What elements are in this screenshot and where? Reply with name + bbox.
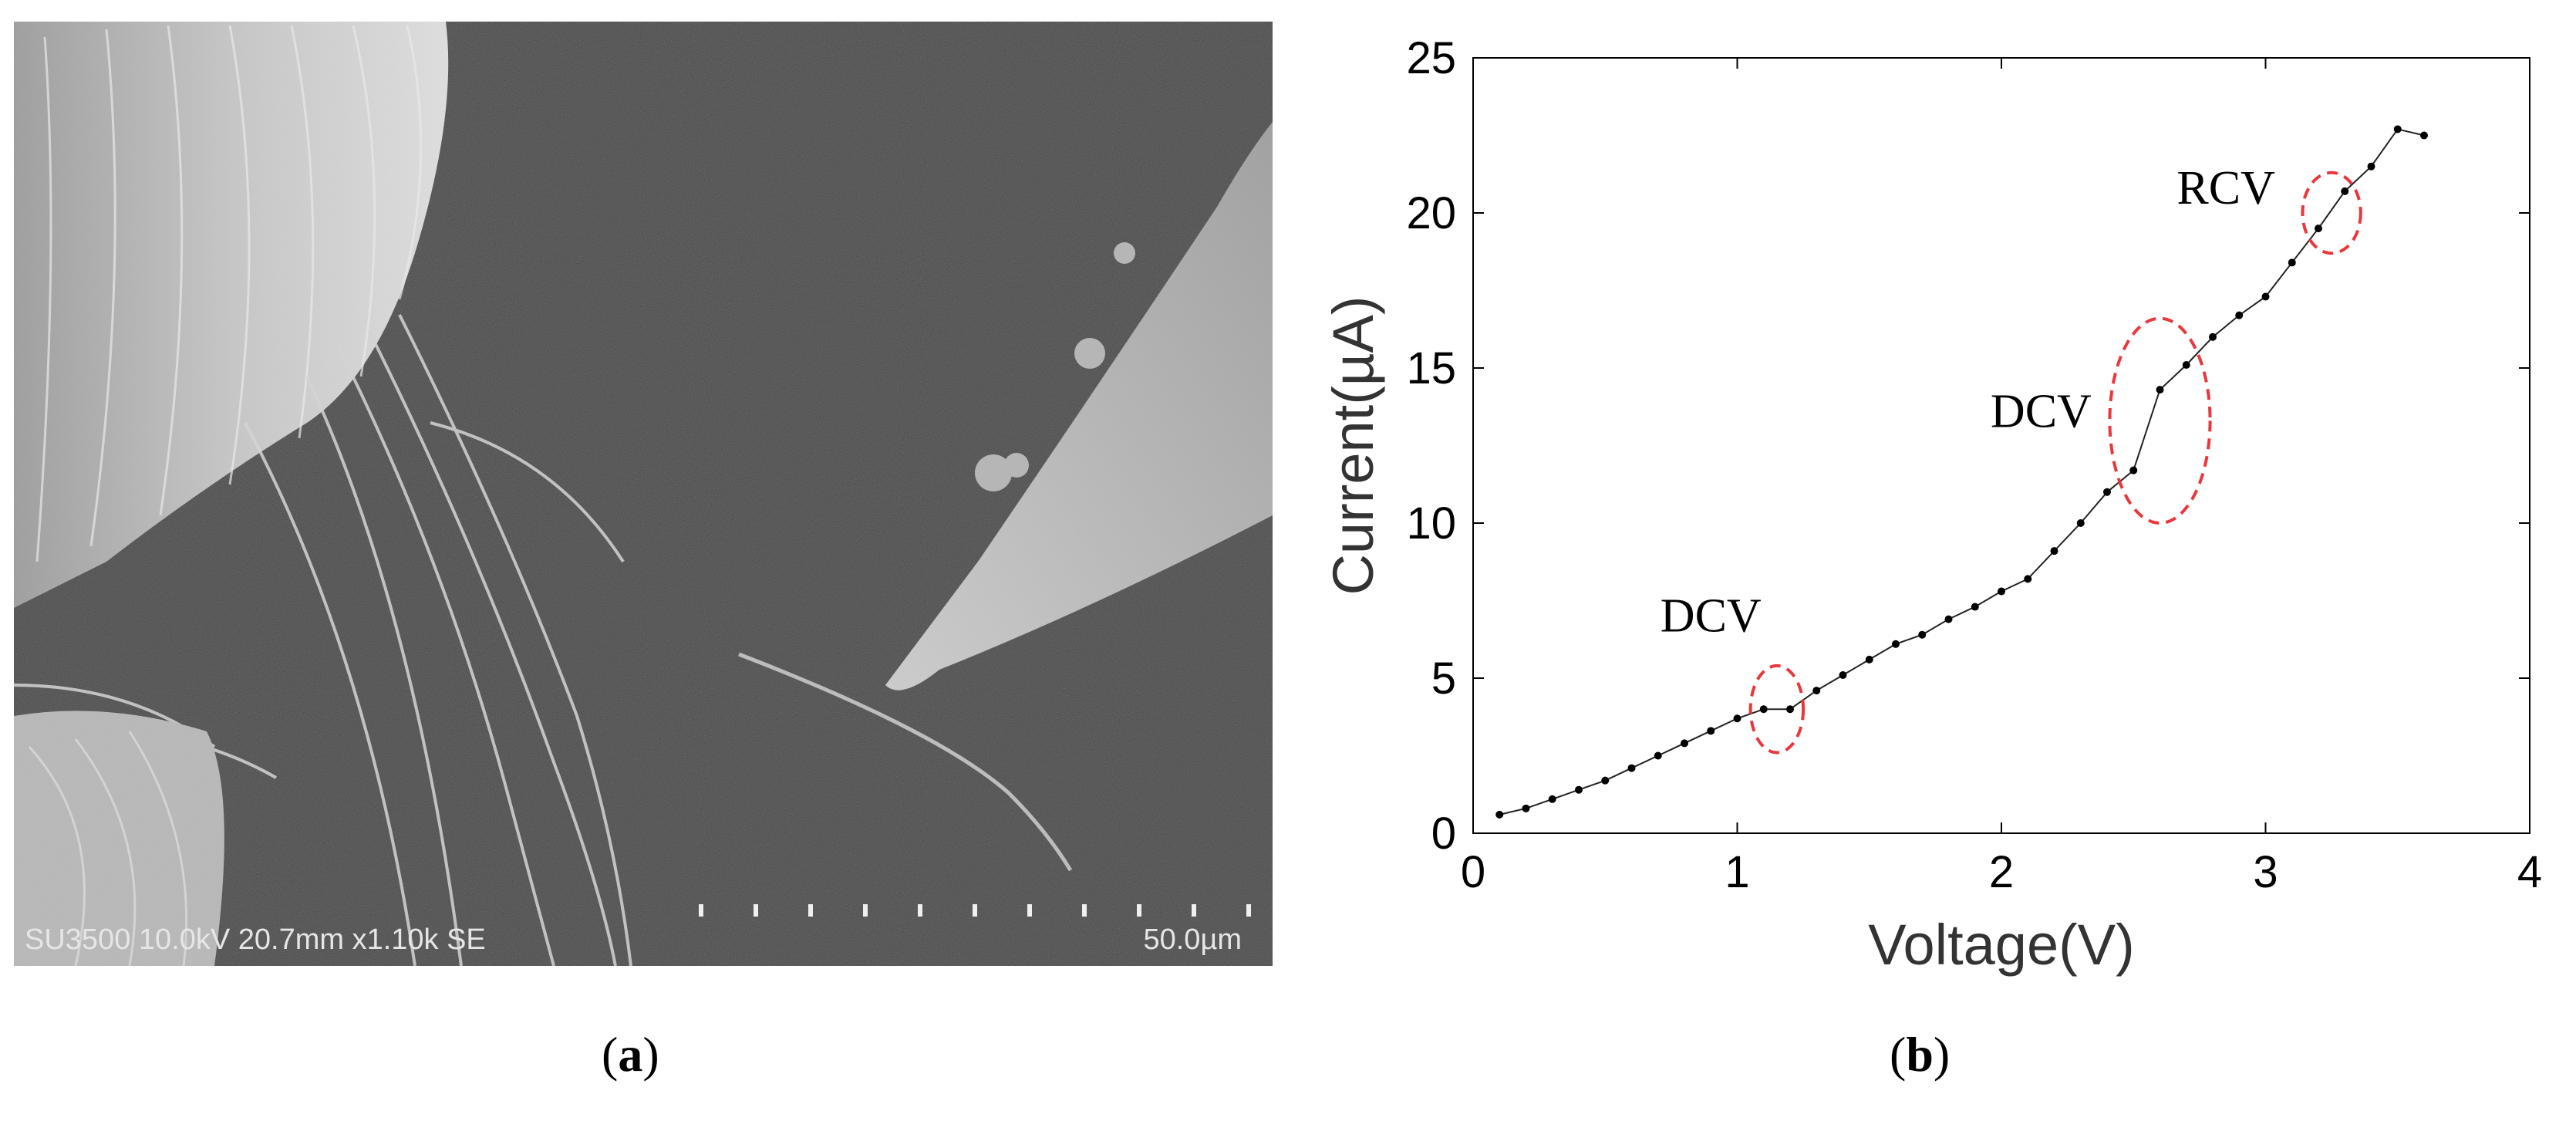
x-tick-label: 2	[1989, 847, 2014, 897]
data-point	[1759, 705, 1768, 714]
scale-bar-ticks	[699, 904, 1254, 917]
x-tick-label: 3	[2253, 847, 2278, 897]
data-point	[1575, 785, 1583, 794]
data-point	[1681, 739, 1688, 748]
data-point	[2076, 519, 2085, 527]
scale-bar-tick	[863, 904, 868, 917]
y-tick-label: 5	[1431, 653, 1456, 704]
data-point	[1944, 615, 1953, 623]
data-point	[1812, 687, 1821, 695]
x-tick-label: 1	[1725, 847, 1749, 897]
series-line	[1499, 128, 2425, 815]
data-point	[1733, 714, 1741, 723]
data-point	[2235, 311, 2244, 319]
data-point	[1707, 727, 1715, 735]
y-tick-label: 20	[1406, 188, 1456, 238]
panel-b-label-open: (	[1890, 1027, 1907, 1082]
instrument-info: SU3500 10.0kV 20.7mm x1.10k SE	[25, 923, 486, 956]
scale-bar-tick	[918, 904, 922, 917]
data-point	[2288, 258, 2296, 267]
panel-a-label: (a)	[602, 1026, 659, 1083]
data-point	[2024, 575, 2032, 583]
data-point	[1918, 630, 1927, 639]
plot-frame	[1472, 57, 2530, 834]
data-point	[2341, 187, 2349, 195]
data-point	[1865, 655, 1873, 663]
annotation-ellipse	[2301, 171, 2362, 255]
data-point	[1971, 603, 1979, 611]
scale-bar-tick	[699, 904, 703, 917]
scale-bar-tick	[1192, 904, 1196, 917]
data-point	[1786, 705, 1794, 714]
scale-bar-label: 50.0µm	[1143, 923, 1242, 956]
data-point	[2050, 547, 2058, 555]
panel-b-label-letter: b	[1906, 1027, 1934, 1082]
iv-chart: 0 1 2 3 4 0 5 10 15 20 25 Voltage(V) Current(µA) DCV D…	[1303, 15, 2568, 1018]
data-point	[2129, 466, 2138, 474]
x-axis-label: Voltage(V)	[1868, 913, 2135, 977]
data-point	[2103, 488, 2111, 496]
data-point	[1548, 795, 1556, 803]
data-point	[1654, 751, 1662, 760]
y-tick-label: 10	[1406, 498, 1456, 549]
data-point	[1627, 764, 1636, 772]
iv-chart-svg: 0 1 2 3 4 0 5 10 15 20 25 Voltage(V) Current(µA) DCV D…	[1321, 33, 2542, 977]
data-point	[1839, 670, 1847, 679]
data-point	[2209, 333, 2217, 341]
annotation-ellipse	[1748, 663, 1806, 755]
sem-micrograph: SU3500 10.0kV 20.7mm x1.10k SE 50.0µm	[14, 22, 1273, 966]
y-axis-label: Current(µA)	[1321, 295, 1385, 595]
panel-a-label-close: )	[642, 1027, 659, 1082]
panel-b-label: (b)	[1890, 1026, 1950, 1083]
data-point	[1892, 640, 1900, 648]
scale-bar-tick	[1082, 904, 1087, 917]
scale-bar-tick	[754, 904, 758, 917]
scale-bar-tick	[973, 904, 977, 917]
x-tick-label: 4	[2517, 847, 2542, 897]
x-tick-label: 0	[1461, 847, 1485, 897]
scale-bar-tick	[1246, 904, 1251, 917]
annotation-label: RCV	[2176, 162, 2275, 214]
y-tick-label: 0	[1431, 809, 1456, 859]
data-point	[1601, 776, 1610, 785]
data-point	[2393, 125, 2402, 133]
annotation-label: DCV	[1661, 590, 1762, 643]
data-point	[2367, 162, 2375, 171]
data-point	[1495, 810, 1504, 819]
panel-a-label-letter: a	[618, 1027, 643, 1082]
panel-a-label-open: (	[602, 1027, 619, 1082]
y-tick-label: 15	[1406, 343, 1456, 393]
data-point	[2315, 225, 2322, 233]
data-point	[2156, 386, 2164, 394]
data-point	[2261, 292, 2270, 301]
data-point	[1998, 587, 2005, 596]
data-point	[2420, 131, 2428, 140]
scale-bar-tick	[1027, 904, 1032, 917]
annotation-ellipse	[2108, 316, 2212, 525]
scale-bar-tick	[1137, 904, 1141, 917]
annotation-label: DCV	[1991, 385, 2092, 437]
y-tick-label: 25	[1406, 33, 1456, 83]
panel-b-label-close: )	[1933, 1027, 1951, 1082]
data-point	[2182, 360, 2190, 369]
sem-image	[14, 22, 1273, 966]
data-point	[1522, 804, 1530, 812]
scale-bar-tick	[808, 904, 813, 917]
